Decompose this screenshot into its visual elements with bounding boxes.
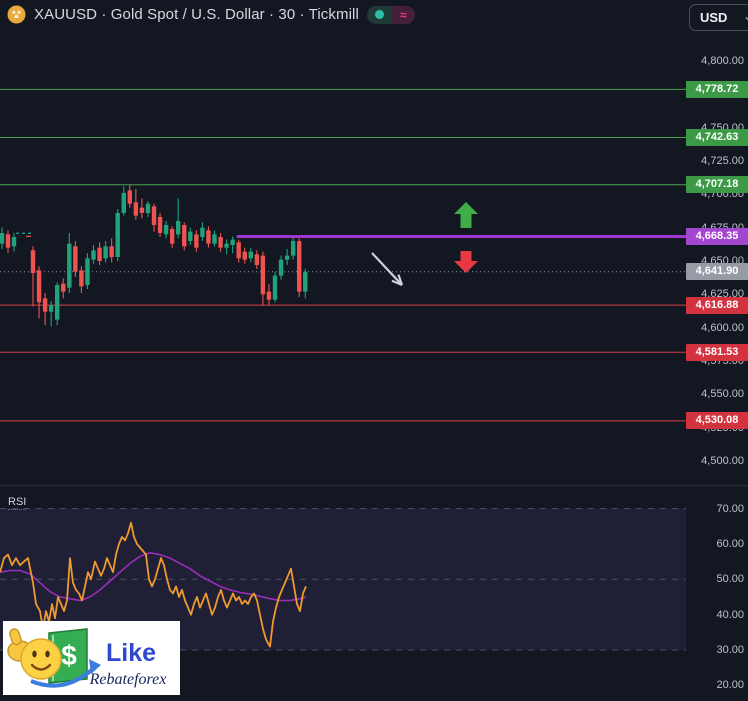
candle bbox=[139, 207, 145, 213]
chevron-down-icon: ⌄ bbox=[743, 10, 748, 23]
candle bbox=[297, 240, 302, 292]
price-tick-label: 4,500.00 bbox=[701, 454, 744, 467]
price-tick-label: 4,725.00 bbox=[701, 154, 744, 167]
price-tick-label: 4,550.00 bbox=[701, 388, 744, 401]
candle bbox=[73, 246, 78, 272]
level-price-badge: 4,668.35 bbox=[686, 228, 748, 246]
approx-badge[interactable]: ≈ bbox=[391, 5, 415, 24]
level-price-badge: 4,742.63 bbox=[686, 128, 748, 146]
candle bbox=[121, 192, 126, 213]
level-price-badge: 4,530.08 bbox=[686, 412, 748, 430]
rsi-ma-line bbox=[0, 551, 307, 602]
candle bbox=[145, 203, 151, 213]
candle bbox=[42, 298, 48, 312]
candle bbox=[67, 243, 72, 288]
price-tick-label: 4,800.00 bbox=[701, 55, 744, 67]
last-price-badge: 4,641.90 bbox=[686, 263, 748, 281]
symbol-legend[interactable]: XAUUSD · Gold Spot / U.S. Dollar · 30 · … bbox=[7, 5, 415, 24]
thumbs-up-smiley-icon bbox=[7, 628, 62, 680]
candle bbox=[151, 206, 157, 225]
symbol-title: XAUUSD · Gold Spot / U.S. Dollar · 30 · … bbox=[34, 6, 359, 23]
candle bbox=[79, 270, 84, 287]
candle bbox=[206, 230, 211, 244]
candle bbox=[133, 202, 139, 216]
candle bbox=[260, 255, 266, 295]
candle bbox=[30, 250, 36, 273]
candle bbox=[85, 258, 90, 285]
currency-selector-button[interactable]: USD ⌄ bbox=[689, 4, 748, 31]
dollar-sign: $ bbox=[61, 640, 77, 671]
candle bbox=[278, 259, 284, 276]
rsi-tick-label: 70.00 bbox=[716, 502, 744, 515]
candle bbox=[109, 246, 114, 257]
price-tick-label: 4,600.00 bbox=[701, 321, 744, 334]
candle bbox=[272, 275, 278, 300]
candle bbox=[0, 232, 5, 244]
watermark-brand-text: Rebateforex bbox=[89, 671, 167, 688]
candle bbox=[194, 234, 199, 248]
level-price-badge: 4,581.53 bbox=[686, 343, 748, 361]
rsi-tick-label: 60.00 bbox=[716, 537, 744, 550]
candle bbox=[266, 291, 272, 300]
watermark-logo: $ Like Rebateforex bbox=[3, 621, 180, 695]
candle bbox=[284, 255, 290, 260]
candle bbox=[163, 224, 169, 235]
watermark-graphic: $ Like Rebateforex bbox=[3, 621, 180, 695]
candle bbox=[290, 240, 296, 256]
status-pill: ≈ bbox=[366, 5, 415, 24]
candle bbox=[115, 212, 120, 257]
down-arrow-icon[interactable] bbox=[454, 251, 478, 273]
approx-icon: ≈ bbox=[400, 7, 407, 22]
currency-label: USD bbox=[700, 10, 728, 25]
candle bbox=[48, 304, 54, 312]
status-dot-icon bbox=[374, 10, 384, 19]
candle bbox=[303, 271, 308, 292]
candle bbox=[218, 236, 223, 248]
rsi-tick-label: 20.00 bbox=[716, 679, 744, 692]
candle bbox=[248, 251, 253, 259]
candle bbox=[254, 254, 260, 265]
candle bbox=[55, 284, 60, 320]
candle bbox=[236, 242, 241, 259]
candle bbox=[103, 246, 108, 259]
level-price-badge: 4,707.18 bbox=[686, 176, 748, 194]
candle bbox=[169, 228, 175, 244]
rsi-tick-label: 50.00 bbox=[716, 573, 744, 586]
rsi-indicator-label[interactable]: RSI bbox=[8, 496, 27, 510]
candle bbox=[36, 270, 42, 303]
candle bbox=[212, 234, 217, 244]
drawn-arrow-head bbox=[397, 274, 404, 286]
rsi-line bbox=[0, 521, 307, 648]
candle bbox=[200, 227, 205, 237]
rsi-tick-label: 40.00 bbox=[716, 608, 744, 621]
candle bbox=[11, 236, 17, 247]
up-arrow-icon[interactable] bbox=[454, 202, 478, 228]
candle bbox=[176, 220, 181, 235]
candle bbox=[224, 243, 229, 248]
candle bbox=[157, 216, 163, 233]
candle bbox=[230, 239, 235, 245]
market-status-toggle[interactable] bbox=[366, 5, 392, 24]
watermark-like-text: Like bbox=[106, 639, 156, 667]
gold-coin-icon bbox=[7, 5, 26, 24]
candle bbox=[182, 224, 187, 247]
candle bbox=[5, 234, 11, 248]
candle bbox=[91, 250, 96, 260]
candle bbox=[127, 190, 132, 204]
candle bbox=[188, 231, 193, 241]
level-price-badge: 4,616.88 bbox=[686, 296, 748, 314]
level-price-badge: 4,778.72 bbox=[686, 80, 748, 98]
swoosh-arrow-icon bbox=[30, 659, 101, 688]
drawn-arrow[interactable] bbox=[371, 252, 403, 286]
candle bbox=[242, 251, 247, 260]
candle bbox=[61, 283, 66, 292]
rsi-tick-label: 30.00 bbox=[716, 644, 744, 656]
candle bbox=[97, 247, 102, 261]
drawn-arrow-head bbox=[391, 279, 403, 287]
